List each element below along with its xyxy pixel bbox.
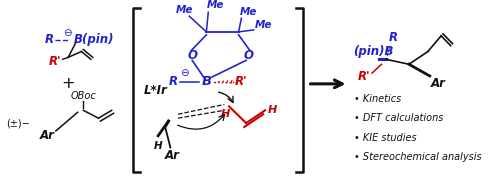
Text: R': R': [48, 55, 61, 68]
Text: R: R: [45, 33, 54, 46]
Text: Me: Me: [207, 0, 224, 10]
Text: • KIE studies: • KIE studies: [354, 133, 417, 143]
Text: • Kinetics: • Kinetics: [354, 94, 401, 104]
Text: Ar: Ar: [431, 77, 446, 90]
Text: OBoc: OBoc: [71, 91, 96, 101]
Text: R': R': [235, 75, 247, 88]
Text: $\ominus$: $\ominus$: [180, 67, 190, 78]
Text: $\ominus$: $\ominus$: [64, 27, 73, 38]
Text: (pin)B: (pin)B: [353, 45, 394, 58]
Text: B: B: [201, 75, 212, 88]
Text: Me: Me: [239, 7, 257, 17]
Text: H: H: [268, 105, 277, 115]
Text: B(pin): B(pin): [74, 33, 114, 46]
Text: H: H: [154, 141, 162, 151]
Text: L*Ir: L*Ir: [144, 84, 168, 97]
Text: Ar: Ar: [40, 129, 55, 142]
Text: O: O: [244, 49, 254, 62]
Text: R': R': [358, 70, 371, 82]
Text: (±)−: (±)−: [6, 118, 29, 128]
Text: O: O: [187, 49, 197, 62]
Text: +: +: [61, 76, 75, 91]
Text: • DFT calculations: • DFT calculations: [354, 113, 444, 123]
Text: Me: Me: [176, 5, 194, 15]
Text: R: R: [389, 31, 397, 44]
Text: Ar: Ar: [165, 149, 180, 162]
Text: H: H: [221, 109, 230, 119]
Text: • Stereochemical analysis: • Stereochemical analysis: [354, 152, 482, 162]
Text: R: R: [169, 75, 178, 88]
Text: Me: Me: [255, 20, 272, 30]
